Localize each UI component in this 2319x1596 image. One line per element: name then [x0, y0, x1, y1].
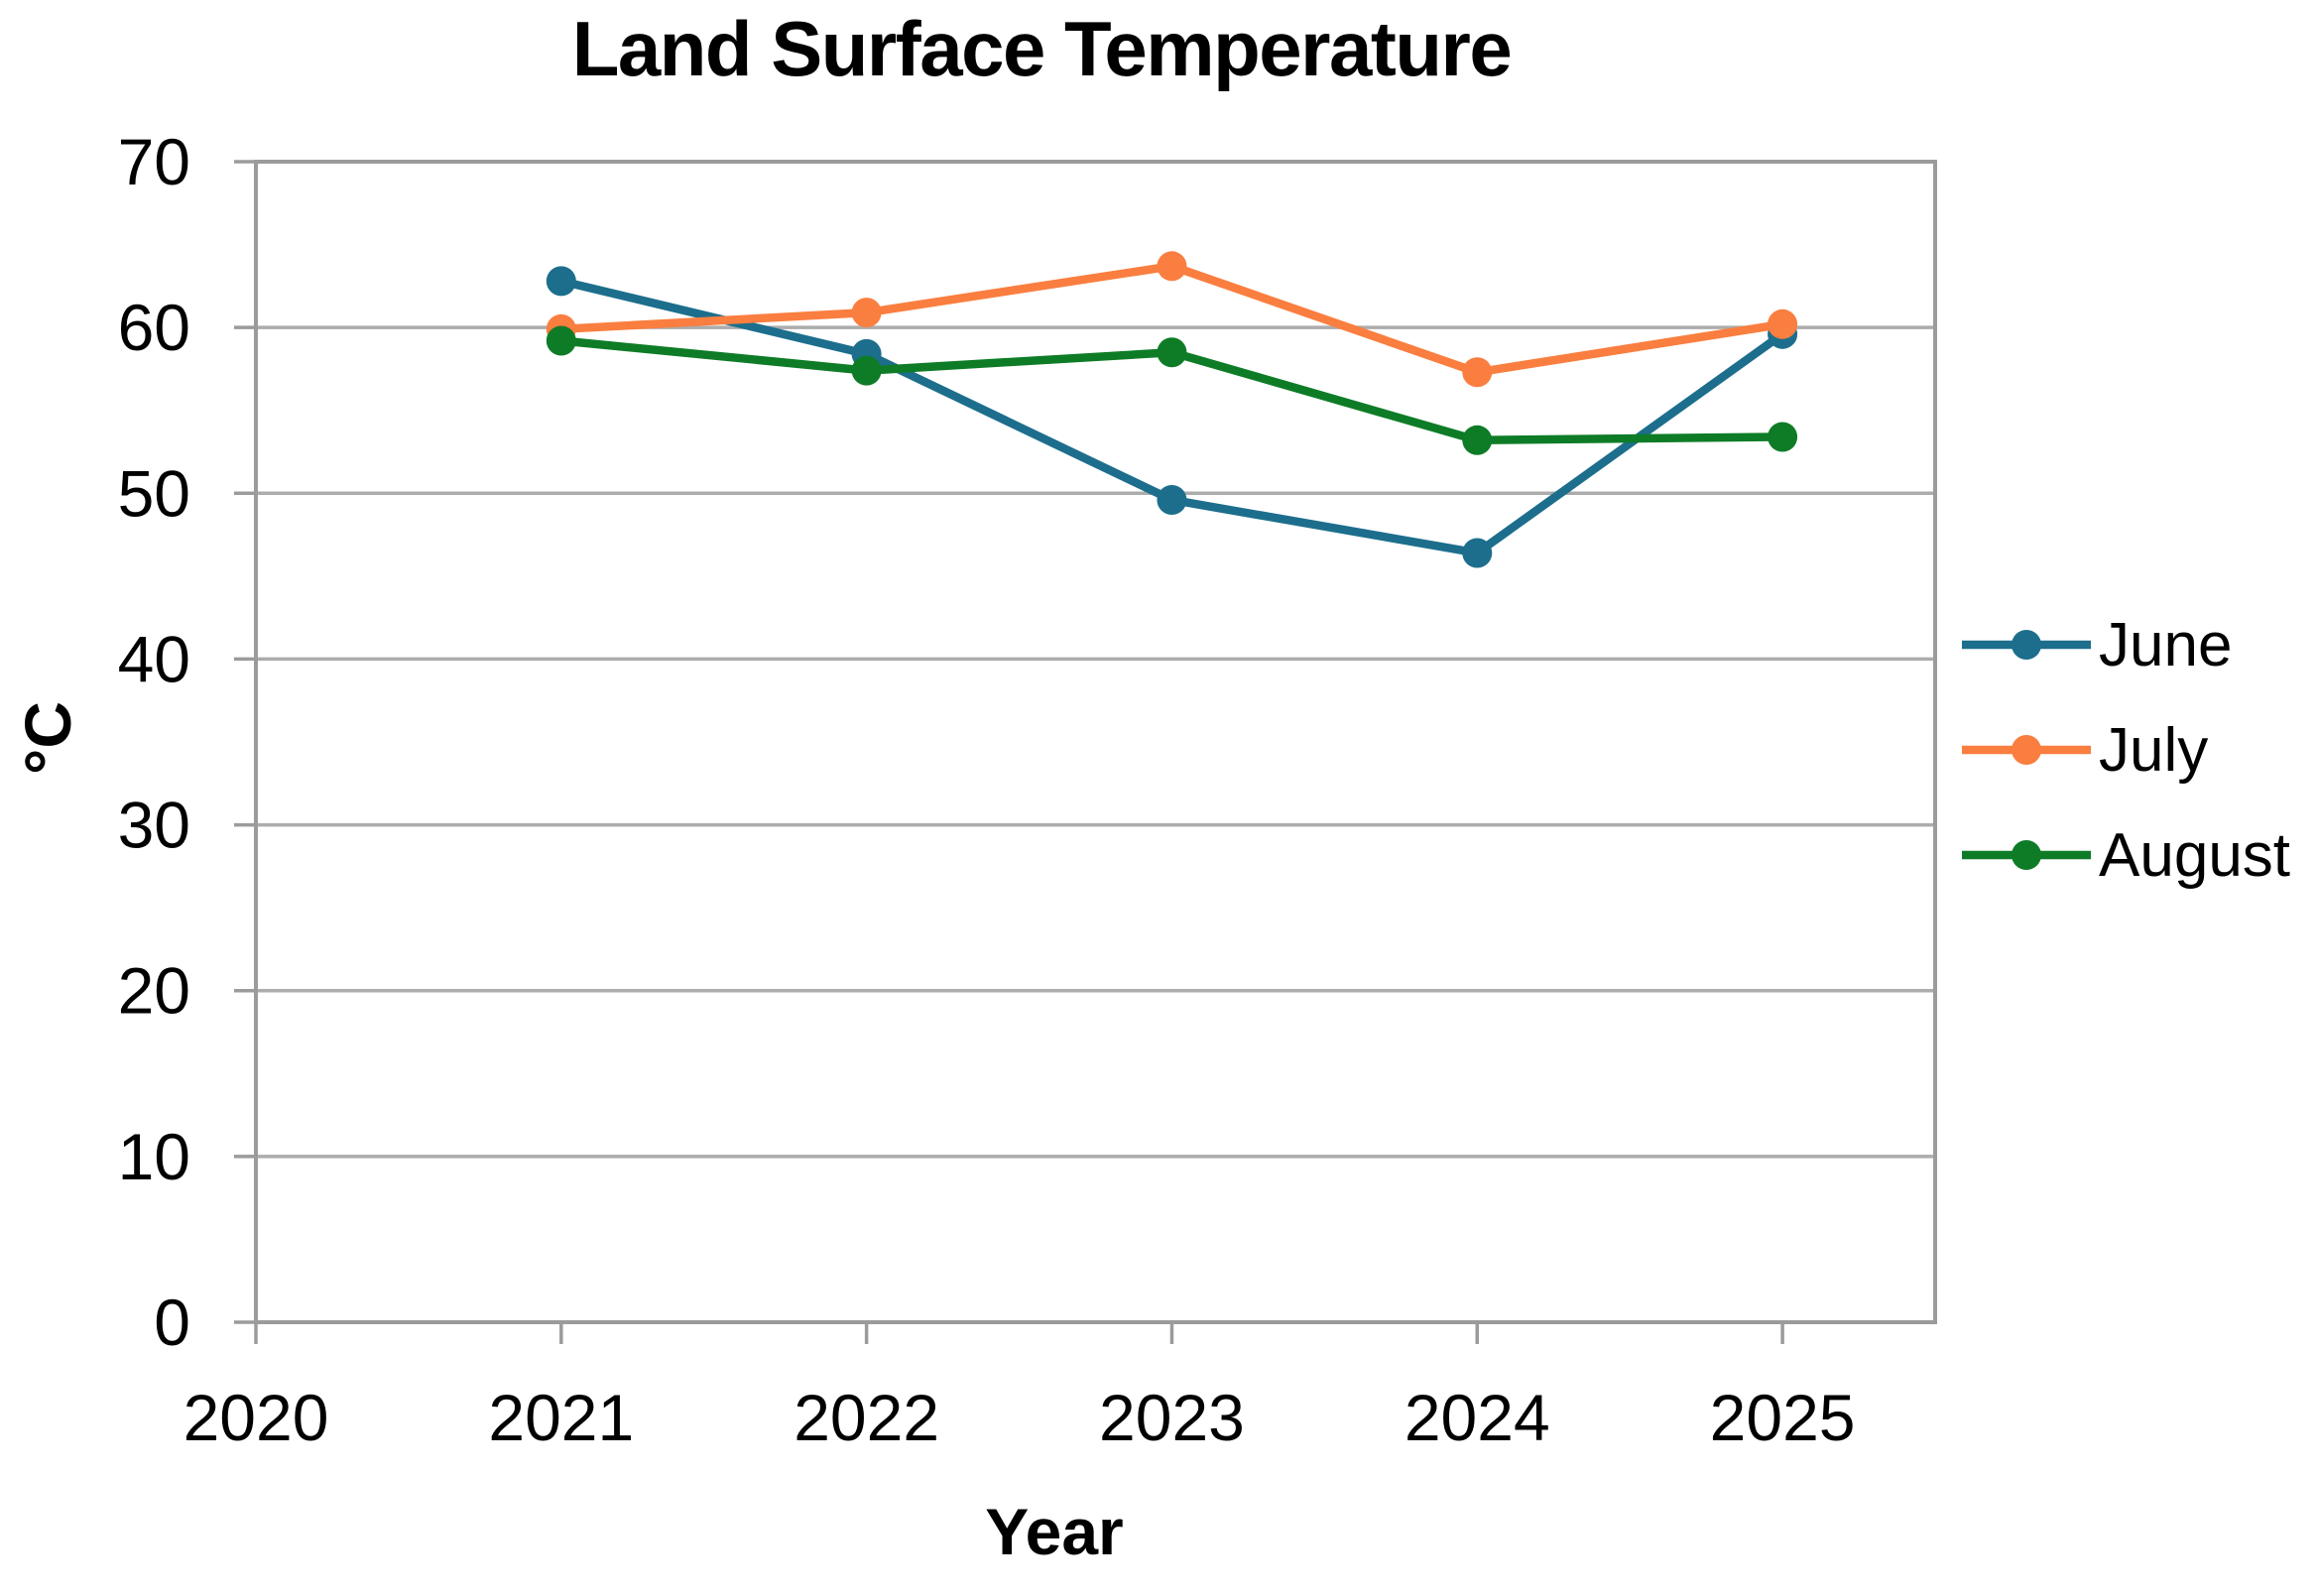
data-point-june-2021 [546, 266, 576, 297]
data-point-july-2022 [851, 298, 882, 328]
legend-label-july: July [2099, 715, 2209, 785]
y-tick-label-10: 10 [118, 1120, 190, 1193]
y-tick-label-0: 0 [154, 1286, 190, 1359]
legend-marker-august [2012, 840, 2041, 870]
legend-item-june: June [1962, 592, 2290, 697]
y-tick-label-60: 60 [118, 291, 190, 364]
legend: June July August [1962, 592, 2290, 908]
legend-item-july: July [1962, 697, 2290, 802]
data-point-august-2025 [1768, 422, 1798, 452]
data-point-july-2025 [1768, 308, 1798, 339]
x-tick-label-2021: 2021 [488, 1381, 634, 1454]
x-tick-label-2025: 2025 [1710, 1381, 1856, 1454]
plot-border [254, 160, 1937, 1324]
x-tick-label-2022: 2022 [793, 1381, 939, 1454]
y-tick-label-20: 20 [118, 954, 190, 1028]
data-point-june-2023 [1157, 484, 1187, 515]
data-point-august-2023 [1157, 337, 1187, 368]
x-tick-label-2024: 2024 [1404, 1381, 1550, 1454]
legend-marker-june [2012, 630, 2041, 660]
data-point-august-2021 [546, 325, 576, 356]
data-point-june-2024 [1462, 538, 1493, 568]
y-tick-label-50: 50 [118, 456, 190, 530]
y-tick-label-70: 70 [118, 125, 190, 198]
legend-marker-july [2012, 735, 2041, 765]
legend-label-august: August [2099, 820, 2291, 890]
legend-swatch-july [1962, 735, 2091, 765]
data-point-july-2023 [1157, 251, 1187, 282]
data-point-july-2024 [1462, 357, 1493, 388]
y-tick-label-40: 40 [118, 622, 190, 695]
legend-swatch-june [1962, 630, 2091, 660]
y-tick-label-30: 30 [118, 789, 190, 862]
chart-title: Land Surface Temperature [571, 5, 1513, 92]
x-tick-label-2023: 2023 [1099, 1381, 1245, 1454]
legend-item-august: August [1962, 802, 2290, 908]
x-axis-title: Year [985, 1495, 1124, 1568]
data-point-august-2022 [851, 355, 882, 386]
legend-label-june: June [2099, 610, 2233, 679]
x-tick-label-2020: 2020 [183, 1381, 329, 1454]
data-point-august-2024 [1462, 425, 1493, 455]
legend-swatch-august [1962, 840, 2091, 870]
